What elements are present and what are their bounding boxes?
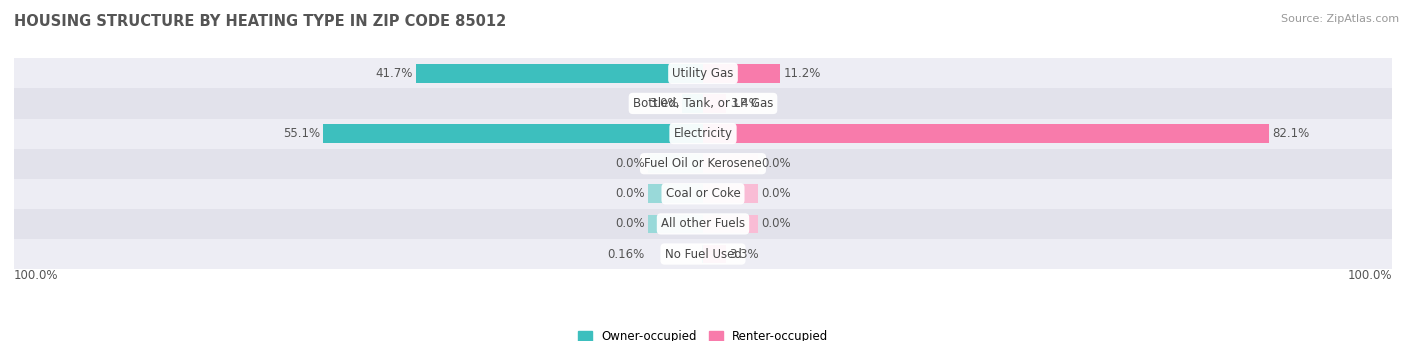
Text: Bottled, Tank, or LP Gas: Bottled, Tank, or LP Gas xyxy=(633,97,773,110)
Bar xyxy=(14,88,1392,119)
Bar xyxy=(14,209,1392,239)
Text: 100.0%: 100.0% xyxy=(1347,269,1392,282)
Text: 0.0%: 0.0% xyxy=(762,218,792,231)
Text: 0.0%: 0.0% xyxy=(614,218,644,231)
Text: HOUSING STRUCTURE BY HEATING TYPE IN ZIP CODE 85012: HOUSING STRUCTURE BY HEATING TYPE IN ZIP… xyxy=(14,14,506,29)
Bar xyxy=(703,94,727,113)
Text: 11.2%: 11.2% xyxy=(783,67,821,80)
Bar xyxy=(703,64,780,83)
Bar xyxy=(14,58,1392,88)
Text: 3.4%: 3.4% xyxy=(730,97,759,110)
Bar xyxy=(648,154,703,173)
Text: 0.16%: 0.16% xyxy=(607,248,644,261)
Bar xyxy=(14,119,1392,149)
Text: Coal or Coke: Coal or Coke xyxy=(665,187,741,200)
Bar xyxy=(648,184,703,203)
Text: 0.0%: 0.0% xyxy=(614,157,644,170)
Bar xyxy=(703,214,758,233)
Text: Fuel Oil or Kerosene: Fuel Oil or Kerosene xyxy=(644,157,762,170)
Text: 3.3%: 3.3% xyxy=(730,248,759,261)
Text: 0.0%: 0.0% xyxy=(762,187,792,200)
Text: 0.0%: 0.0% xyxy=(762,157,792,170)
Bar xyxy=(323,124,703,143)
Bar xyxy=(703,184,758,203)
Text: 41.7%: 41.7% xyxy=(375,67,412,80)
Text: All other Fuels: All other Fuels xyxy=(661,218,745,231)
Text: No Fuel Used: No Fuel Used xyxy=(665,248,741,261)
Bar xyxy=(703,154,758,173)
Text: 100.0%: 100.0% xyxy=(14,269,59,282)
Legend: Owner-occupied, Renter-occupied: Owner-occupied, Renter-occupied xyxy=(572,325,834,341)
Text: Source: ZipAtlas.com: Source: ZipAtlas.com xyxy=(1281,14,1399,24)
Bar xyxy=(14,149,1392,179)
Text: 82.1%: 82.1% xyxy=(1272,127,1309,140)
Text: 3.0%: 3.0% xyxy=(650,97,679,110)
Bar xyxy=(14,239,1392,269)
Bar xyxy=(14,179,1392,209)
Bar xyxy=(682,94,703,113)
Text: 0.0%: 0.0% xyxy=(614,187,644,200)
Text: Utility Gas: Utility Gas xyxy=(672,67,734,80)
Bar xyxy=(648,214,703,233)
Bar xyxy=(703,245,725,263)
Bar xyxy=(416,64,703,83)
Bar xyxy=(703,124,1268,143)
Text: Electricity: Electricity xyxy=(673,127,733,140)
Text: 55.1%: 55.1% xyxy=(283,127,321,140)
